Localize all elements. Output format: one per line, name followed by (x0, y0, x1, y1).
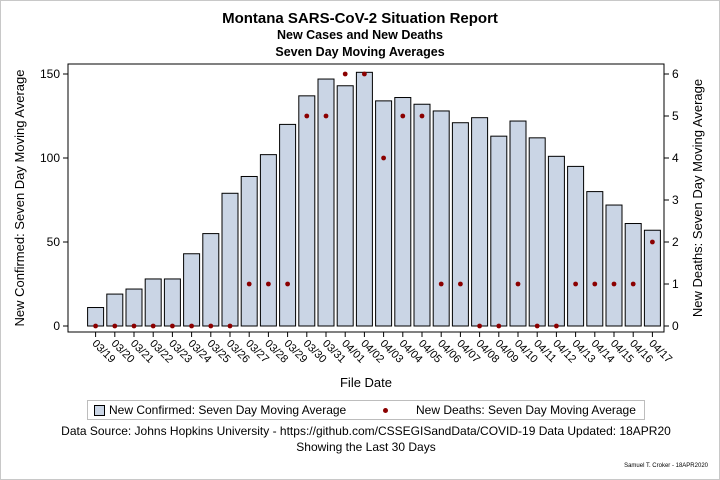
legend-swatch-cases (94, 405, 105, 416)
bar-cases-04/09 (490, 135, 508, 327)
y-left-tick-label-0: 0 (53, 319, 60, 333)
point-deaths-04/06 (438, 281, 444, 287)
y-left-tick-label-100: 100 (40, 151, 60, 165)
point-deaths-04/12 (554, 323, 559, 329)
point-deaths-04/08 (477, 323, 482, 329)
y-right-axis-label: New Deaths: Seven Day Moving Average (690, 79, 705, 317)
bar-cases-04/05 (413, 103, 431, 327)
y-left-tick-label-150: 150 (40, 67, 60, 81)
legend-label-cases: New Confirmed: Seven Day Moving Average (109, 403, 347, 417)
point-deaths-03/30 (304, 113, 310, 119)
point-deaths-04/15 (611, 281, 617, 287)
chart-subtitle-2: Seven Day Moving Averages (275, 45, 445, 59)
point-deaths-04/11 (534, 323, 540, 329)
bar-cases-04/15 (605, 204, 623, 327)
bar-cases-03/26 (221, 192, 239, 327)
chart-legend: New Confirmed: Seven Day Moving Average … (87, 400, 645, 420)
y-right-tick-label-3: 3 (672, 193, 679, 207)
bar-cases-04/11 (528, 137, 546, 327)
bar-cases-03/20 (106, 293, 124, 327)
bar-cases-03/31 (317, 78, 335, 327)
point-deaths-04/09 (496, 323, 502, 329)
point-deaths-03/22 (150, 323, 156, 329)
point-deaths-04/01 (342, 71, 348, 77)
bar-cases-04/08 (471, 117, 489, 327)
legend-label-deaths: New Deaths: Seven Day Moving Average (416, 403, 636, 417)
y-right-tick-label-5: 5 (672, 109, 679, 123)
point-deaths-03/21 (131, 323, 137, 329)
legend-marker-deaths (383, 408, 388, 413)
point-deaths-03/25 (208, 323, 214, 329)
bar-cases-04/17 (643, 229, 661, 327)
point-deaths-04/04 (400, 113, 406, 119)
bar-cases-03/23 (163, 278, 181, 327)
bar-cases-03/25 (202, 233, 220, 327)
point-deaths-04/16 (630, 281, 636, 287)
point-deaths-03/24 (189, 323, 195, 329)
y-right-tick-label-6: 6 (672, 67, 679, 81)
bar-cases-03/30 (298, 95, 316, 327)
point-deaths-04/13 (573, 281, 578, 287)
bar-cases-04/10 (509, 120, 527, 327)
point-deaths-03/26 (227, 323, 233, 329)
y-left-axis-label: New Confirmed: Seven Day Moving Average (12, 70, 27, 327)
bar-cases-03/21 (125, 288, 143, 327)
bar-cases-04/14 (586, 191, 604, 327)
point-deaths-04/17 (650, 239, 655, 245)
point-deaths-04/07 (458, 281, 463, 287)
bar-cases-04/13 (567, 165, 585, 327)
bar-cases-03/28 (259, 154, 277, 327)
x-axis-label: File Date (340, 375, 392, 390)
point-deaths-03/29 (285, 281, 290, 287)
point-deaths-04/05 (419, 113, 425, 119)
y-right-tick-label-1: 1 (672, 277, 679, 291)
bar-cases-03/19 (87, 307, 105, 327)
chart-title: Montana SARS-CoV-2 Situation Report (222, 10, 498, 27)
point-deaths-03/28 (266, 281, 271, 287)
plot-area (67, 63, 665, 333)
bar-cases-04/12 (547, 155, 565, 327)
chart-subtitle-1: New Cases and New Deaths (276, 28, 444, 42)
bar-cases-03/24 (183, 253, 201, 327)
bar-cases-04/03 (375, 100, 393, 327)
bar-cases-04/04 (394, 97, 412, 327)
point-deaths-04/03 (381, 155, 386, 161)
date-range-note: Showing the Last 30 Days (296, 440, 436, 454)
bar-cases-03/27 (240, 175, 258, 327)
bar-cases-03/29 (279, 123, 297, 327)
bar-cases-04/01 (336, 85, 354, 327)
point-deaths-03/23 (170, 323, 175, 329)
point-deaths-03/31 (323, 113, 329, 119)
chart-svg: 050100150012345603/1903/2003/2103/2203/2… (12, 63, 705, 390)
y-left-tick-label-50: 50 (47, 235, 61, 249)
author-signature: Samuel T. Croker - 18APR2020 (624, 463, 708, 469)
y-right-tick-label-0: 0 (672, 319, 679, 333)
bar-cases-04/06 (432, 110, 450, 327)
point-deaths-04/02 (362, 71, 367, 77)
bar-cases-03/22 (144, 278, 162, 327)
y-right-tick-label-2: 2 (672, 235, 679, 249)
point-deaths-04/14 (592, 281, 598, 287)
point-deaths-04/10 (515, 281, 521, 287)
point-deaths-03/19 (93, 323, 98, 329)
point-deaths-03/20 (112, 323, 118, 329)
bar-cases-04/02 (355, 71, 373, 327)
point-deaths-03/27 (246, 281, 252, 287)
bar-cases-04/16 (624, 223, 642, 327)
data-source-note: Data Source: Johns Hopkins University - … (61, 424, 671, 438)
y-right-tick-label-4: 4 (672, 151, 679, 165)
bar-cases-04/07 (451, 122, 469, 327)
